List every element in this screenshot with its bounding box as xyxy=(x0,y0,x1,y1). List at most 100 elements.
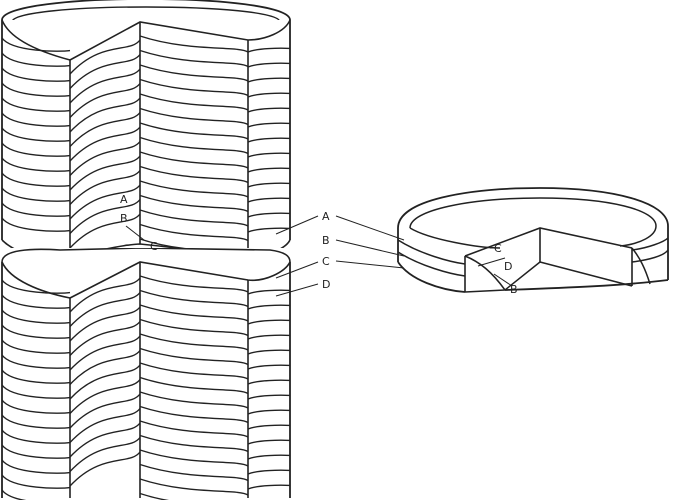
band-line xyxy=(1,294,71,309)
cut-face-label-c: C xyxy=(150,240,158,253)
lower-right-bands xyxy=(247,289,291,490)
band-line xyxy=(247,319,291,325)
band-line xyxy=(247,137,291,143)
upper-right-bands xyxy=(247,47,291,233)
face-line xyxy=(139,304,249,322)
lower-cut-face-right xyxy=(139,275,249,500)
face-line xyxy=(69,321,141,356)
label-b: B xyxy=(322,234,330,247)
face-line xyxy=(139,275,249,293)
face-line xyxy=(69,364,141,400)
face-line xyxy=(69,97,141,133)
band-line xyxy=(247,454,291,460)
band-line xyxy=(247,304,291,310)
face-line xyxy=(69,306,141,342)
band-line xyxy=(247,394,291,400)
band-line xyxy=(1,459,71,474)
face-line xyxy=(69,213,141,248)
label-group-right: A B C D xyxy=(322,210,330,291)
face-line xyxy=(139,107,249,126)
ring-label-b: B xyxy=(510,283,518,296)
face-line xyxy=(69,155,141,191)
upper-cut-face-left xyxy=(69,39,141,248)
upper-cut-face-right xyxy=(139,35,249,248)
face-line xyxy=(139,391,249,409)
band-line xyxy=(247,424,291,430)
label-a: A xyxy=(322,210,330,223)
label-d: D xyxy=(322,278,330,291)
leader-lines xyxy=(125,215,513,297)
face-line xyxy=(69,83,141,118)
face-line xyxy=(139,449,249,467)
label-group-cut-face: A B C xyxy=(120,193,158,253)
face-line xyxy=(69,184,141,220)
band-line xyxy=(247,212,291,218)
face-line xyxy=(139,35,249,53)
band-line xyxy=(247,334,291,340)
face-line xyxy=(69,277,141,313)
band-line xyxy=(1,142,71,157)
face-line xyxy=(69,126,141,162)
band-line xyxy=(1,187,71,202)
band-line xyxy=(247,469,291,475)
face-line xyxy=(139,492,170,500)
band-line xyxy=(247,107,291,113)
band-line xyxy=(247,152,291,158)
band-line xyxy=(1,354,71,369)
face-line xyxy=(69,54,141,89)
ring-label-c: C xyxy=(494,242,502,255)
face-line xyxy=(69,350,141,385)
face-line xyxy=(69,199,141,234)
face-line xyxy=(69,451,141,487)
band-line xyxy=(1,324,71,339)
band-line xyxy=(247,289,291,295)
face-line xyxy=(139,194,249,213)
face-line xyxy=(69,112,141,147)
face-line xyxy=(139,223,249,242)
band-line xyxy=(1,279,71,294)
band-line xyxy=(1,414,71,429)
lower-left-bands xyxy=(1,279,71,500)
face-line xyxy=(139,165,249,184)
face-line xyxy=(139,180,249,198)
band-line xyxy=(1,444,71,459)
face-line xyxy=(69,379,141,414)
face-line xyxy=(139,64,249,82)
face-line xyxy=(139,318,249,337)
band-line xyxy=(1,172,71,187)
face-line xyxy=(139,93,249,111)
band-line xyxy=(247,182,291,188)
face-line xyxy=(139,478,249,496)
face-line xyxy=(139,151,249,169)
band-line xyxy=(1,489,27,500)
face-line xyxy=(69,170,141,205)
face-line xyxy=(69,335,141,371)
band-line xyxy=(1,399,71,414)
lower-cut-face-left xyxy=(69,277,141,487)
cut-face-label-b: B xyxy=(120,212,128,225)
band-line xyxy=(247,47,291,53)
face-line xyxy=(69,292,141,327)
band-line xyxy=(1,339,71,354)
band-line xyxy=(1,157,71,172)
face-line xyxy=(139,362,249,380)
band-line xyxy=(1,429,71,444)
face-line xyxy=(139,78,249,97)
band-line xyxy=(1,127,71,142)
band-line xyxy=(247,227,291,233)
band-line xyxy=(247,439,291,445)
cut-face-label-a: A xyxy=(120,193,128,206)
lower-cylinder xyxy=(1,248,291,500)
band-line xyxy=(1,97,71,112)
band-line xyxy=(1,369,71,384)
band-line xyxy=(247,62,291,68)
face-line xyxy=(139,347,249,366)
band-line xyxy=(1,217,71,232)
band-line xyxy=(1,474,71,489)
band-line xyxy=(1,82,71,97)
band-line xyxy=(247,122,291,128)
face-line xyxy=(139,122,249,140)
band-line xyxy=(1,67,71,82)
band-line xyxy=(1,202,71,217)
